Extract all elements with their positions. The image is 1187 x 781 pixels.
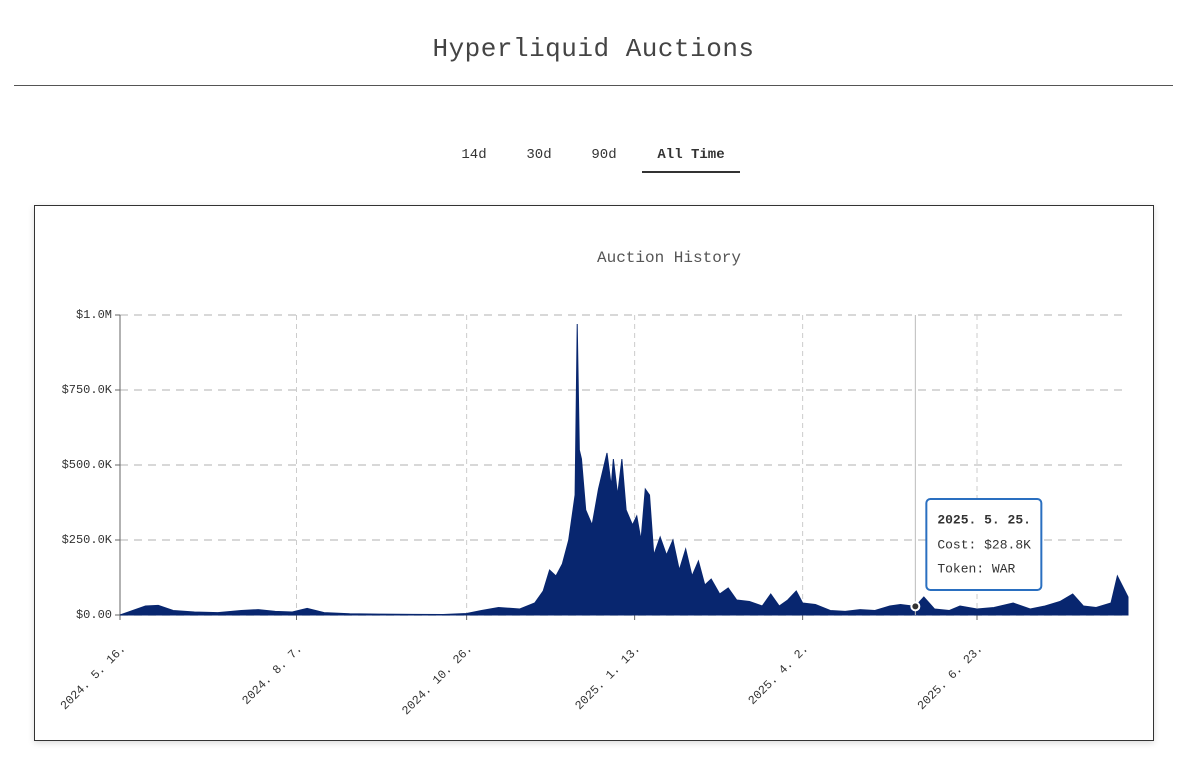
chart-card: Auction History $0.00 $250.0K $500.0K $750.0… xyxy=(34,205,1154,741)
y-tick-label: $1.0M xyxy=(76,308,112,322)
y-tick-label: $500.0K xyxy=(62,458,113,472)
range-tab[interactable]: 30d xyxy=(526,147,552,163)
hover-point xyxy=(910,601,921,612)
range-tab[interactable]: 14d xyxy=(461,147,487,163)
x-tick-label: 2025. 4. 2. xyxy=(746,642,812,708)
tooltip-line: Token: WAR xyxy=(937,561,1015,576)
area xyxy=(119,323,1129,616)
x-tick-label: 2024. 10. 26. xyxy=(399,642,475,718)
tooltip-line: Cost: $28.8K xyxy=(937,537,1031,552)
y-tick-label: $0.00 xyxy=(76,608,112,622)
chart: Auction History $0.00 $250.0K $500.0K $750.0… xyxy=(58,249,1129,718)
range-tab[interactable]: All Time xyxy=(642,147,740,173)
page-title: Hyperliquid Auctions xyxy=(432,34,755,64)
tooltip-box xyxy=(925,498,1043,591)
y-tick-label: $250.0K xyxy=(62,533,113,547)
y-tick-label: $750.0K xyxy=(62,383,113,397)
x-tick-label: 2024. 8. 7. xyxy=(239,642,305,708)
x-tick-label: 2025. 1. 13. xyxy=(572,642,643,713)
tooltip-title: 2025. 5. 25. xyxy=(937,512,1031,527)
divider xyxy=(14,85,1173,86)
chart-title: Auction History xyxy=(597,249,741,267)
range-tab[interactable]: 90d xyxy=(591,147,617,163)
x-tick-label: 2024. 5. 16. xyxy=(58,642,129,713)
x-tick-label: 2025. 6. 23. xyxy=(915,642,986,713)
